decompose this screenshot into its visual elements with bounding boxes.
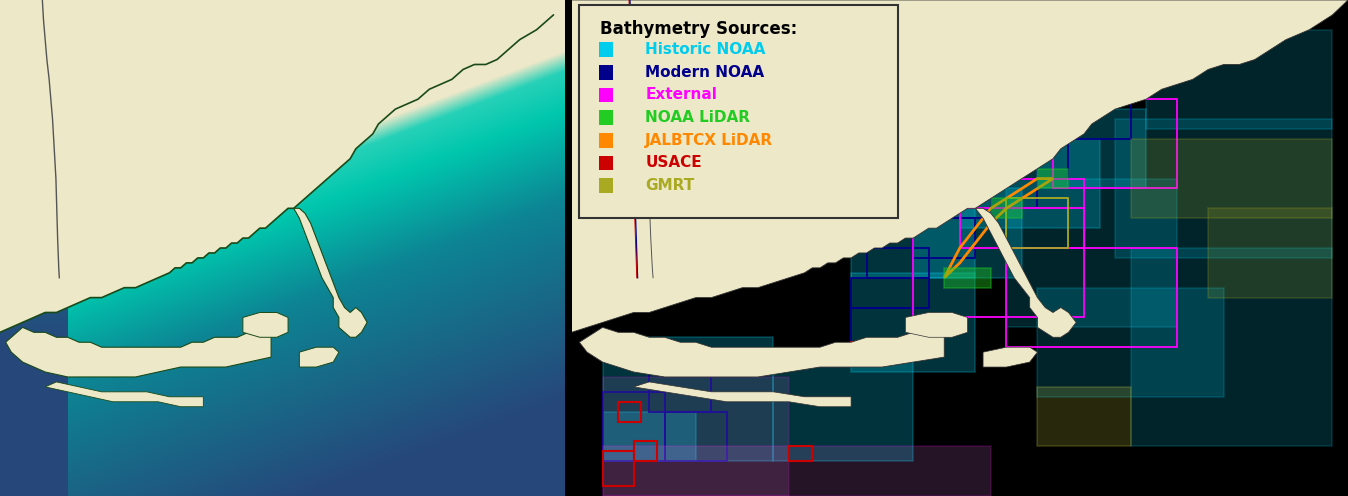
Text: NOAA LiDAR: NOAA LiDAR [646,110,751,125]
Bar [1038,109,1146,188]
Bar [599,156,613,171]
Bar [960,179,1084,248]
Polygon shape [0,0,565,332]
Bar [851,342,882,362]
Text: JALBTCX LiDAR: JALBTCX LiDAR [646,133,774,148]
Bar [851,278,929,308]
Text: GMRT: GMRT [646,178,694,193]
Bar [1146,30,1332,129]
Bar [1038,387,1131,446]
Polygon shape [5,327,271,377]
Bar [603,446,991,496]
Bar [851,308,913,347]
Bar [1007,129,1069,179]
Text: USACE: USACE [646,155,702,171]
Bar [960,139,1100,228]
Bar [944,268,991,288]
Polygon shape [572,0,1348,332]
Polygon shape [299,347,338,367]
Bar [599,110,613,125]
Bar [634,441,656,461]
Bar [976,169,1038,208]
Bar [851,273,976,372]
Polygon shape [580,327,944,377]
Bar [1208,208,1332,298]
Bar [913,188,1022,278]
Polygon shape [976,208,1076,337]
Bar [991,198,1022,218]
FancyBboxPatch shape [580,5,898,218]
Text: External: External [646,87,717,103]
Text: Bathymetry Sources:: Bathymetry Sources: [600,20,798,38]
Bar [603,392,665,461]
Bar [1007,248,1177,347]
Bar [650,372,712,412]
Bar [1084,60,1146,99]
Polygon shape [983,347,1038,367]
Polygon shape [906,312,968,337]
Bar [1131,139,1332,218]
Bar [1053,99,1177,188]
Bar [599,42,613,57]
Bar [599,178,613,193]
Bar [867,248,929,278]
Bar [1131,248,1332,446]
Bar [913,208,1084,317]
Bar [1053,99,1131,139]
Bar [913,188,991,218]
Bar [599,65,613,80]
Bar [789,446,813,461]
Bar [774,352,913,461]
Text: Modern NOAA: Modern NOAA [646,65,764,80]
Bar [603,377,789,496]
Polygon shape [243,312,288,337]
Bar [599,133,613,148]
Polygon shape [46,382,204,407]
Bar [603,337,774,461]
Bar [599,87,613,102]
Polygon shape [294,208,367,337]
Polygon shape [634,382,851,407]
Bar [603,451,634,486]
Bar [851,208,976,278]
Bar [913,218,976,258]
Bar [1007,198,1069,248]
Bar [1115,119,1332,258]
Bar [619,402,642,422]
Bar [603,412,696,461]
Bar [1038,169,1069,188]
Bar [1007,179,1177,327]
Bar [665,412,727,461]
Bar [1038,288,1224,397]
Text: Historic NOAA: Historic NOAA [646,42,766,57]
